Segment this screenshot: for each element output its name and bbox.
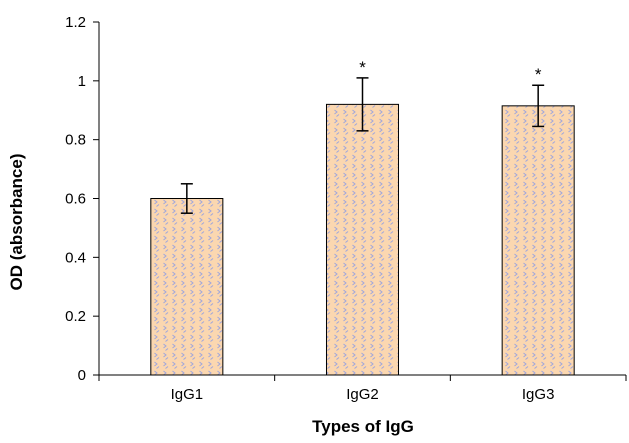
y-tick-label: 0 — [78, 367, 86, 384]
bars: IgG1 * IgG2 * IgG3 — [150, 58, 575, 403]
y-tick-label: 0.8 — [65, 132, 86, 149]
x-axis-title: Types of IgG — [312, 417, 414, 436]
significance-marker: * — [535, 65, 542, 84]
bar — [501, 105, 575, 376]
y-axis-title: OD (absorbance) — [7, 154, 26, 291]
x-axis — [98, 374, 627, 381]
bar — [325, 103, 400, 376]
bar — [150, 198, 224, 376]
x-tick-label: IgG1 — [171, 386, 204, 403]
x-tick-label: IgG3 — [522, 386, 555, 403]
y-tick-label: 1.2 — [65, 14, 86, 31]
x-tick-label: IgG2 — [346, 386, 379, 403]
y-tick-label: 0.2 — [65, 308, 86, 325]
y-tick-label: 0.6 — [65, 191, 86, 208]
y-tick-label: 0.4 — [65, 249, 86, 266]
y-axis: 0 0.2 0.4 0.6 0.8 1 1.2 — [65, 14, 100, 384]
y-tick-label: 1 — [78, 73, 86, 90]
significance-marker: * — [359, 58, 366, 77]
